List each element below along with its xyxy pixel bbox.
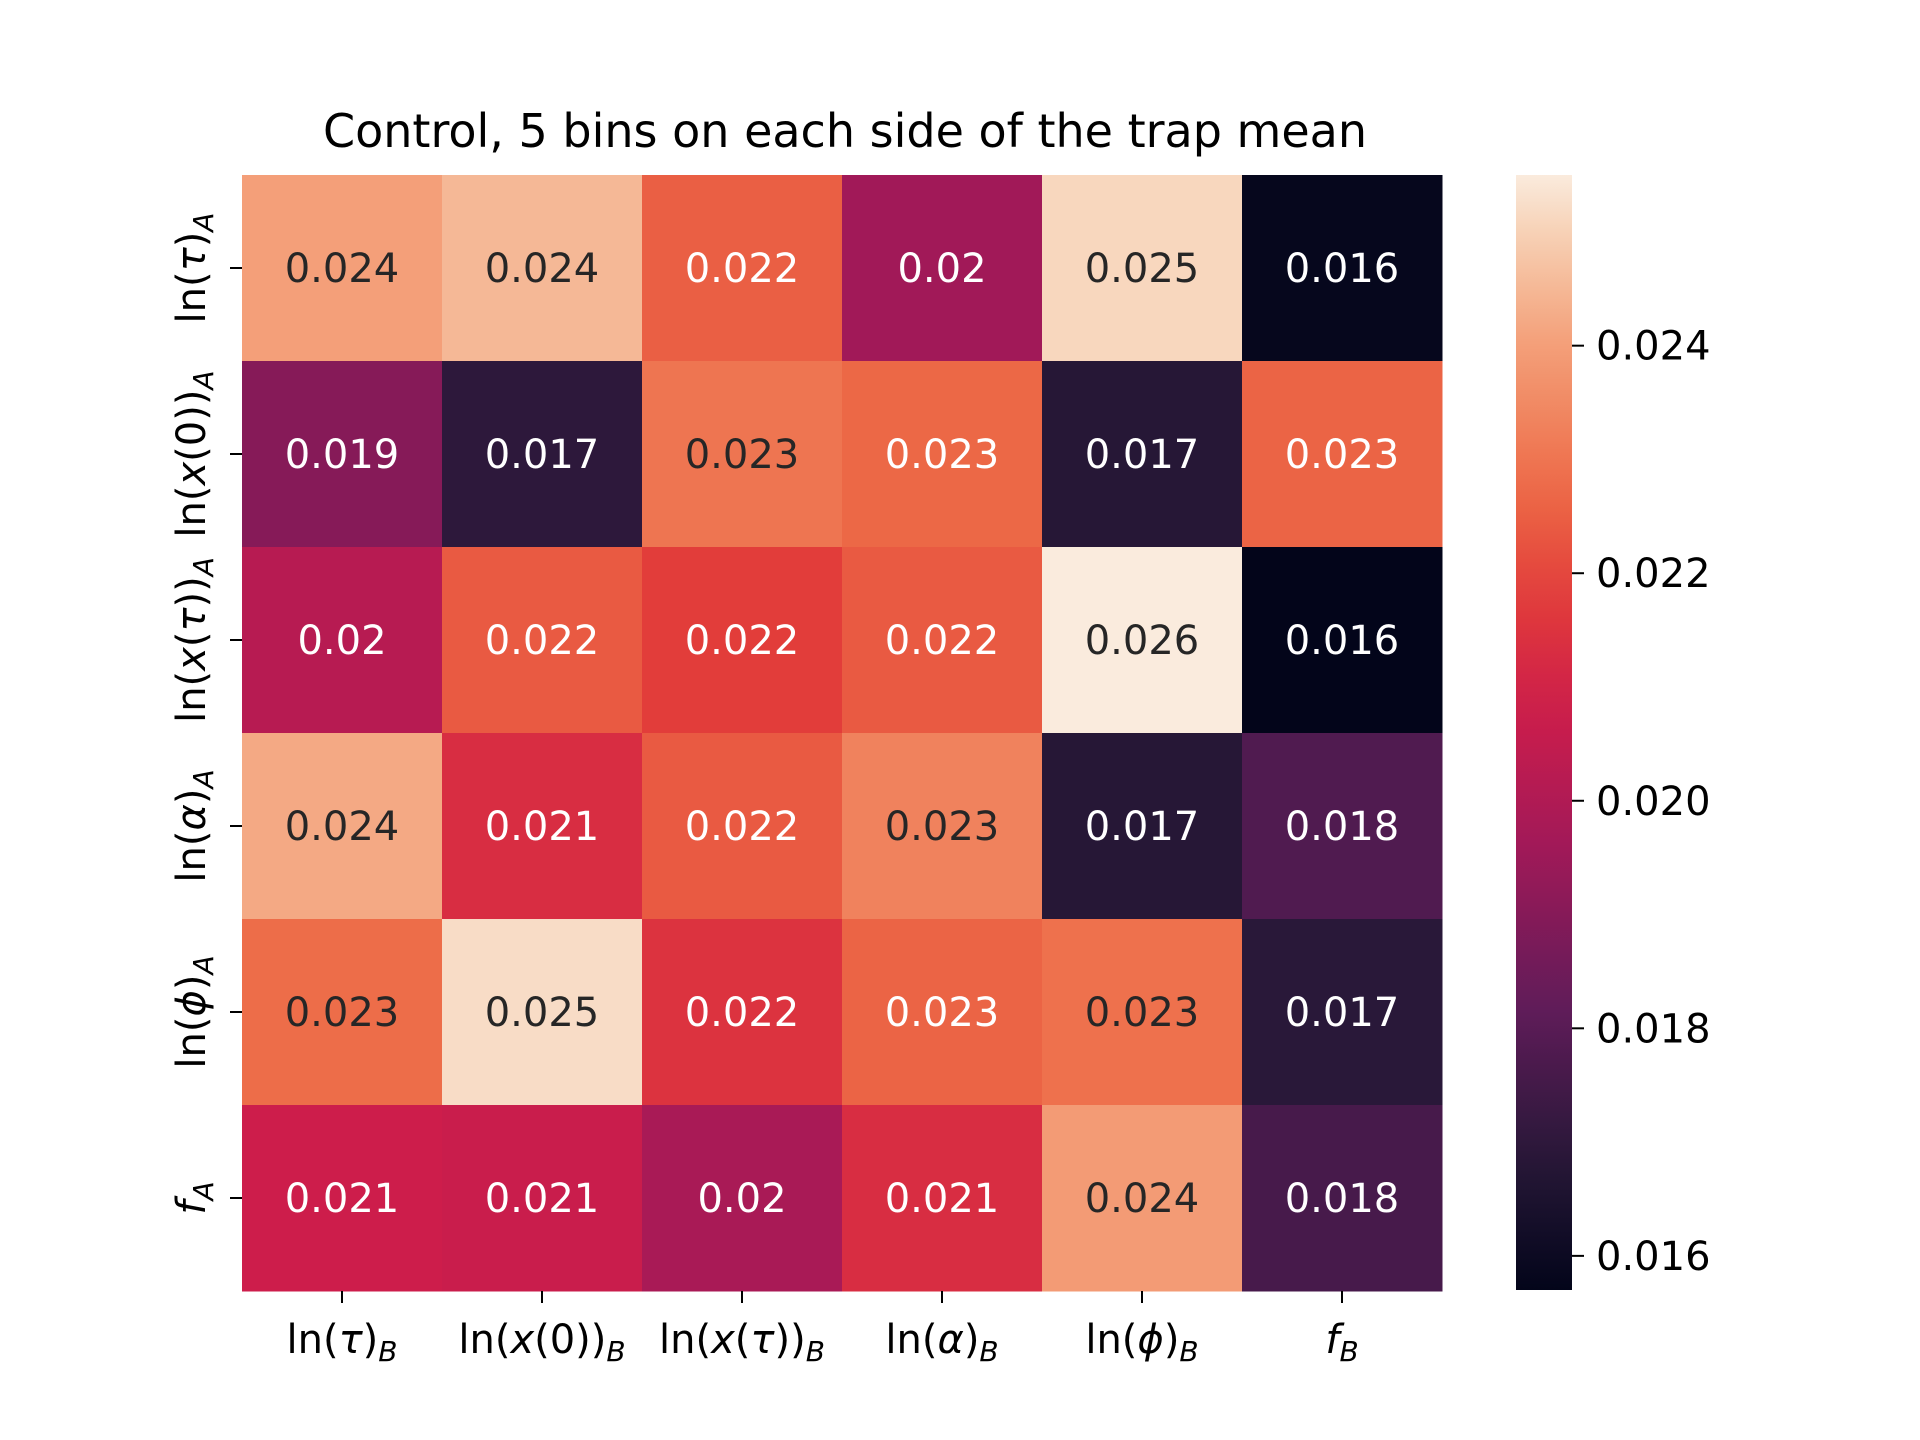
heatmap-cell [442, 361, 643, 548]
heatmap-cell [842, 361, 1043, 548]
cell-value-label: 0.02 [697, 1176, 786, 1222]
heatmap-cell [1242, 547, 1443, 734]
heatmap-cell [1242, 361, 1443, 548]
heatmap-cell [642, 361, 843, 548]
colorbar-tick-label: 0.020 [1596, 779, 1711, 825]
heatmap-cell [642, 1105, 843, 1292]
heatmap-cell [842, 547, 1043, 734]
heatmap-cell [642, 175, 843, 362]
chart-title: Control, 5 bins on each side of the trap… [323, 104, 1367, 158]
heatmap-cell [442, 733, 643, 920]
cell-value-label: 0.017 [1285, 990, 1400, 1036]
colorbar: 0.016 0.018 0.020 0.022 0.024 [1516, 175, 1711, 1290]
heatmap-cell [1242, 1105, 1443, 1292]
cell-value-label: 0.024 [485, 246, 600, 292]
cell-value-label: 0.025 [1085, 246, 1200, 292]
heatmap-cell [1042, 919, 1243, 1106]
cell-value-label: 0.019 [285, 432, 400, 478]
cell-value-label: 0.024 [1085, 1176, 1200, 1222]
cell-value-label: 0.017 [1085, 432, 1200, 478]
heatmap-cell [1042, 361, 1243, 548]
x-tick-label: ln(α)B [885, 1317, 998, 1368]
cell-value-label: 0.018 [1285, 1176, 1400, 1222]
y-axis: ln(τ)A ln(x(0))A ln(x(τ))A ln(α)A ln(ϕ)A fA [169, 213, 242, 1215]
cell-value-label: 0.023 [885, 804, 1000, 850]
heatmap-cell [1242, 733, 1443, 920]
heatmap-cell [242, 1105, 443, 1292]
heatmap-cell [842, 175, 1043, 362]
y-tick-label: ln(x(0))A [169, 370, 220, 537]
heatmap-cell [842, 1105, 1043, 1292]
cell-value-label: 0.016 [1285, 618, 1400, 664]
heatmap-cell [242, 361, 443, 548]
x-axis: ln(τ)B ln(x(0))B ln(x(τ))B ln(α)B ln(ϕ)B fB [287, 1291, 1359, 1368]
cell-value-label: 0.024 [285, 246, 400, 292]
colorbar-gradient [1516, 175, 1572, 1290]
cell-value-label: 0.022 [485, 618, 600, 664]
cell-value-label: 0.023 [285, 990, 400, 1036]
cell-value-label: 0.023 [1285, 432, 1400, 478]
cell-value-label: 0.023 [885, 432, 1000, 478]
y-tick-label: ln(α)A [169, 769, 220, 882]
cell-value-label: 0.021 [285, 1176, 400, 1222]
heatmap-cell [842, 733, 1043, 920]
cell-value-label: 0.018 [1285, 804, 1400, 850]
colorbar-tick-label: 0.024 [1596, 324, 1711, 370]
cell-value-label: 0.022 [885, 618, 1000, 664]
cell-value-label: 0.02 [897, 246, 986, 292]
heatmap-cell [842, 919, 1043, 1106]
cell-value-label: 0.022 [685, 990, 800, 1036]
heatmap-cell [442, 547, 643, 734]
cell-value-label: 0.026 [1085, 618, 1200, 664]
cell-value-label: 0.016 [1285, 246, 1400, 292]
cell-value-label: 0.023 [885, 990, 1000, 1036]
heatmap-cell [1242, 919, 1443, 1106]
cell-value-label: 0.021 [885, 1176, 1000, 1222]
cell-value-label: 0.024 [285, 804, 400, 850]
heatmap-cells: 0.024 0.024 0.022 0.02 0.025 0.016 0.019 0.017 0… [242, 175, 1443, 1292]
heatmap-cell [1042, 1105, 1243, 1292]
cell-value-label: 0.025 [485, 990, 600, 1036]
heatmap-cell [1242, 175, 1443, 362]
cell-value-label: 0.02 [297, 618, 386, 664]
cell-value-label: 0.022 [685, 804, 800, 850]
cell-value-label: 0.021 [485, 804, 600, 850]
y-tick-label: ln(τ)A [169, 213, 220, 324]
cell-value-label: 0.021 [485, 1176, 600, 1222]
heatmap-cell [1042, 547, 1243, 734]
cell-value-label: 0.017 [1085, 804, 1200, 850]
cell-value-label: 0.023 [685, 432, 800, 478]
heatmap-cell [642, 547, 843, 734]
x-tick-label: fB [1325, 1317, 1358, 1368]
heatmap-cell [1042, 175, 1243, 362]
cell-value-label: 0.023 [1085, 990, 1200, 1036]
x-tick-label: ln(τ)B [287, 1317, 398, 1368]
x-tick-label: ln(ϕ)B [1085, 1317, 1198, 1368]
y-tick-label: ln(x(τ))A [169, 557, 220, 723]
x-tick-label: ln(x(0))B [458, 1317, 625, 1368]
heatmap-cell [242, 733, 443, 920]
colorbar-tick-label: 0.022 [1596, 551, 1711, 597]
heatmap-cell [442, 175, 643, 362]
colorbar-tick-label: 0.016 [1596, 1234, 1711, 1280]
heatmap-cell [242, 919, 443, 1106]
heatmap-cell [442, 1105, 643, 1292]
x-tick-label: ln(x(τ))B [659, 1317, 825, 1368]
heatmap-cell [242, 547, 443, 734]
heatmap-cell [642, 919, 843, 1106]
colorbar-tick-label: 0.018 [1596, 1006, 1711, 1052]
y-tick-label: fA [169, 1181, 220, 1214]
cell-value-label: 0.022 [685, 246, 800, 292]
cell-value-label: 0.022 [685, 618, 800, 664]
heatmap-cell [242, 175, 443, 362]
y-tick-label: ln(ϕ)A [169, 955, 220, 1068]
cell-value-label: 0.017 [485, 432, 600, 478]
heatmap-cell [442, 919, 643, 1106]
heatmap-cell [1042, 733, 1243, 920]
heatmap-cell [642, 733, 843, 920]
